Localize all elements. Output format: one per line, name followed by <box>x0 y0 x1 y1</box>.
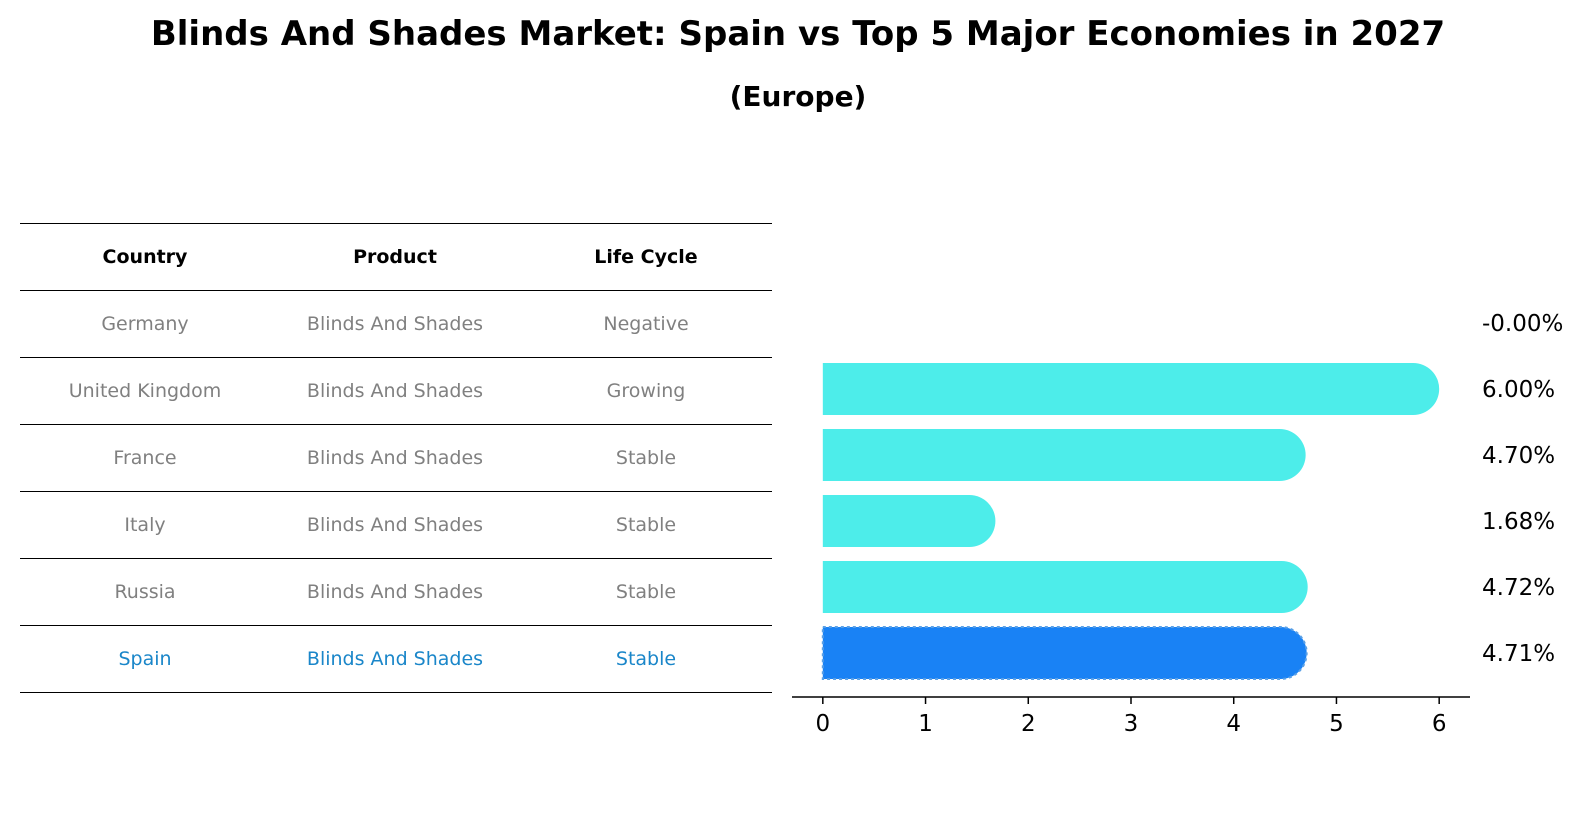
cell-life-cycle: Stable <box>615 648 677 670</box>
cell-country: United Kingdom <box>68 380 222 402</box>
table-row: United Kingdom Blinds And Shades Growing <box>20 358 772 425</box>
cell-product: Blinds And Shades <box>306 581 484 603</box>
x-tick-label: 3 <box>1124 711 1139 737</box>
cell-country: Spain <box>118 648 172 670</box>
cell-life-cycle: Growing <box>606 380 686 402</box>
bar-united-kingdom <box>822 363 1440 415</box>
cell-product: Blinds And Shades <box>306 648 484 670</box>
table-header-row: Country Product Life Cycle <box>20 223 772 291</box>
cell-product: Blinds And Shades <box>306 313 484 335</box>
table-row: Germany Blinds And Shades Negative <box>20 291 772 358</box>
table-row: Russia Blinds And Shades Stable <box>20 559 772 626</box>
comparison-table: Country Product Life Cycle Germany Blind… <box>20 223 772 693</box>
bar-value-label: 1.68% <box>1482 509 1555 535</box>
table-row: France Blinds And Shades Stable <box>20 425 772 492</box>
x-tick-label: 2 <box>1021 711 1036 737</box>
header-life-cycle: Life Cycle <box>594 246 698 268</box>
x-tick-label: 6 <box>1432 711 1447 737</box>
cell-product: Blinds And Shades <box>306 514 484 536</box>
x-tick-label: 0 <box>815 711 830 737</box>
bar-value-label: 4.71% <box>1482 641 1555 667</box>
header-product: Product <box>353 246 437 268</box>
cell-country: France <box>113 447 177 469</box>
chart-subtitle: (Europe) <box>729 80 867 113</box>
cell-country: Italy <box>124 514 166 536</box>
bar-france <box>822 429 1306 481</box>
cell-life-cycle: Stable <box>615 447 677 469</box>
bar-spain <box>821 626 1308 680</box>
cell-life-cycle: Stable <box>615 514 677 536</box>
cell-product: Blinds And Shades <box>306 447 484 469</box>
cell-country: Russia <box>114 581 176 603</box>
table-row-highlight: Spain Blinds And Shades Stable <box>20 626 772 693</box>
cell-country: Germany <box>101 313 189 335</box>
table-row: Italy Blinds And Shades Stable <box>20 492 772 559</box>
bar-russia <box>822 561 1308 613</box>
bar-value-label: 4.70% <box>1482 443 1555 469</box>
x-tick-label: 1 <box>918 711 933 737</box>
chart-title: Blinds And Shades Market: Spain vs Top 5… <box>150 14 1446 54</box>
cell-product: Blinds And Shades <box>306 380 484 402</box>
x-tick-label: 4 <box>1226 711 1241 737</box>
header-country: Country <box>102 246 188 268</box>
x-tick-label: 5 <box>1329 711 1344 737</box>
cell-life-cycle: Stable <box>615 581 677 603</box>
bar-value-label: 4.72% <box>1482 575 1555 601</box>
bar-italy <box>822 495 996 547</box>
bar-value-label: -0.00% <box>1482 311 1563 337</box>
bar-value-label: 6.00% <box>1482 377 1555 403</box>
cell-life-cycle: Negative <box>603 313 689 335</box>
